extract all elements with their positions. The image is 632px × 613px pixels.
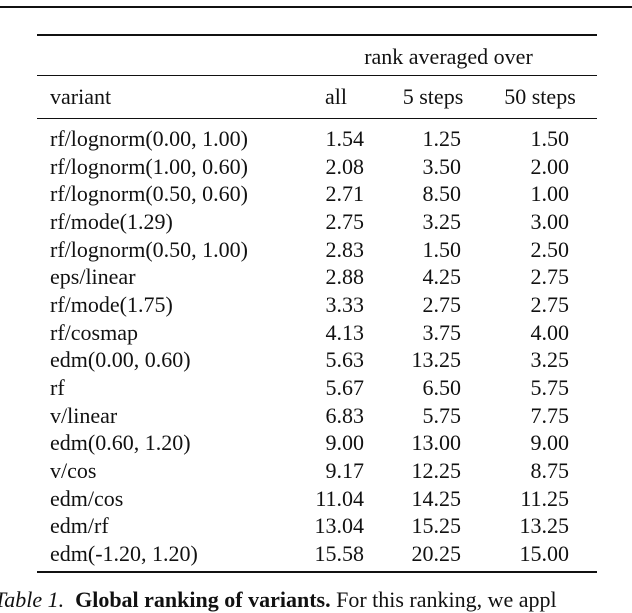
rank-cell: 13.25 bbox=[519, 513, 570, 539]
rank-cell: 5.63 bbox=[325, 347, 365, 373]
header-rule bbox=[37, 118, 597, 119]
rank-cell: 2.75 bbox=[325, 209, 365, 234]
rank-cell: 15.00 bbox=[519, 541, 570, 567]
caption: Table 1. Global ranking of variants. For… bbox=[0, 587, 557, 613]
variant-cell: rf/cosmap bbox=[50, 319, 138, 345]
variant-cell: v/linear bbox=[50, 402, 118, 428]
column-header: 5 steps bbox=[402, 84, 464, 109]
rank-cell: 2.75 bbox=[422, 292, 462, 318]
rank-cell: 11.04 bbox=[315, 485, 364, 511]
rank-cell: 8.50 bbox=[422, 181, 462, 207]
variant-cell: rf/lognorm(0.50, 0.60) bbox=[50, 181, 248, 207]
rank-cell: 2.83 bbox=[325, 236, 365, 262]
rank-cell: 1.50 bbox=[422, 236, 462, 262]
rank-cell: 13.25 bbox=[411, 347, 462, 373]
rank-cell: 4.25 bbox=[422, 264, 462, 290]
rank-cell: 3.25 bbox=[530, 347, 570, 373]
rank-cell: 8.75 bbox=[530, 458, 570, 484]
rank-cell: 2.50 bbox=[530, 236, 570, 262]
rank-cell: 2.75 bbox=[530, 292, 570, 318]
top-thick-rule bbox=[0, 6, 632, 8]
rank-cell: 6.83 bbox=[325, 402, 365, 428]
rank-cell: 15.58 bbox=[314, 541, 365, 567]
rank-cell: 9.00 bbox=[530, 430, 570, 456]
rank-cell: 2.75 bbox=[530, 264, 570, 290]
variant-cell: edm(0.00, 0.60) bbox=[50, 347, 191, 373]
rank-cell: 14.25 bbox=[411, 485, 462, 511]
rank-cell: 1.50 bbox=[530, 126, 570, 151]
variant-cell: rf/lognorm(0.00, 1.00) bbox=[50, 126, 248, 151]
rank-cell: 13.00 bbox=[411, 430, 462, 456]
column-header: 50 steps bbox=[504, 84, 576, 109]
variant-cell: rf bbox=[50, 375, 65, 401]
rank-cell: 3.75 bbox=[422, 319, 462, 345]
rank-cell: 12.25 bbox=[411, 458, 462, 484]
variant-cell: rf/mode(1.75) bbox=[50, 292, 173, 318]
rank-cell: 11.25 bbox=[520, 485, 569, 511]
rank-cell: 3.50 bbox=[422, 153, 462, 179]
bottom-rule bbox=[37, 571, 597, 573]
rank-cell: 3.33 bbox=[325, 292, 365, 318]
rank-cell: 2.88 bbox=[325, 264, 365, 290]
rank-cell: 5.75 bbox=[530, 375, 570, 401]
rank-cell: 9.00 bbox=[325, 430, 365, 456]
caption-title: Global ranking of variants. bbox=[75, 587, 331, 612]
top-rule bbox=[37, 34, 597, 36]
rank-cell: 15.25 bbox=[411, 513, 462, 539]
column-header: all bbox=[325, 84, 347, 109]
rank-cell: 6.50 bbox=[422, 375, 462, 401]
rank-cell: 3.00 bbox=[530, 209, 570, 234]
rank-cell: 13.04 bbox=[314, 513, 365, 539]
rank-cell: 3.25 bbox=[422, 209, 462, 234]
rank-cell: 1.25 bbox=[422, 126, 462, 151]
variant-cell: rf/mode(1.29) bbox=[50, 209, 173, 234]
rank-cell: 20.25 bbox=[411, 541, 462, 567]
rank-cell: 4.13 bbox=[325, 319, 365, 345]
rank-cell: 1.00 bbox=[530, 181, 570, 207]
rank-cell: 1.54 bbox=[325, 126, 365, 151]
rank-cell: 2.00 bbox=[530, 153, 570, 179]
variant-cell: rf/lognorm(0.50, 1.00) bbox=[50, 236, 248, 262]
rank-cell: 4.00 bbox=[530, 319, 570, 345]
rank-cell: 7.75 bbox=[530, 402, 570, 428]
variant-cell: rf/lognorm(1.00, 0.60) bbox=[50, 153, 248, 179]
variant-cell: edm/cos bbox=[50, 485, 124, 511]
variant-cell: edm(0.60, 1.20) bbox=[50, 430, 191, 456]
column-header: variant bbox=[50, 84, 112, 109]
rank-cell: 9.17 bbox=[325, 458, 365, 484]
variant-cell: v/cos bbox=[50, 458, 97, 484]
group-header: rank averaged over bbox=[364, 44, 533, 69]
rank-cell: 2.71 bbox=[325, 181, 365, 207]
variant-cell: eps/linear bbox=[50, 264, 136, 290]
variant-cell: edm/rf bbox=[50, 513, 109, 539]
mid-rule bbox=[37, 75, 597, 76]
caption-label: Table 1. bbox=[0, 587, 65, 612]
caption-text: For this ranking, we appl bbox=[336, 587, 557, 612]
variant-cell: edm(-1.20, 1.20) bbox=[50, 541, 198, 567]
rank-cell: 5.67 bbox=[325, 375, 365, 401]
rank-cell: 5.75 bbox=[422, 402, 462, 428]
rank-cell: 2.08 bbox=[325, 153, 365, 179]
